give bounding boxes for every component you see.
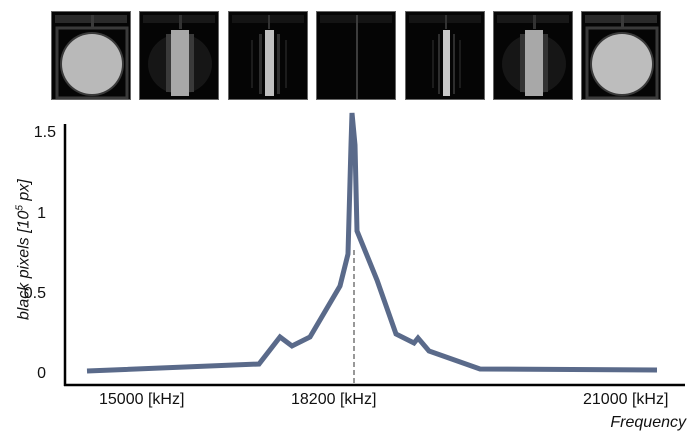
x-tick-label: 18200 [kHz]: [291, 391, 377, 408]
thumbnail-narrow-bands: [228, 11, 308, 100]
mode-thumbnails: [51, 11, 691, 101]
thumbnail-wide-band: [493, 11, 573, 100]
thumbnail-thin-line: [316, 11, 396, 100]
y-axis-label: black pixels [105 px]: [14, 179, 33, 321]
x-tick-label: 15000 [kHz]: [99, 391, 185, 408]
thumbnail-full-circle: [581, 11, 661, 100]
x-axis-label: Frequency: [610, 414, 686, 431]
y-tick-label: 1.5: [33, 124, 56, 141]
x-tick-label: 21000 [kHz]: [583, 391, 669, 408]
y-tick-label: 1: [37, 205, 46, 222]
y-tick-label: 0.5: [23, 285, 46, 302]
data-series-line: [86, 112, 658, 374]
y-tick-label: 0: [37, 365, 46, 382]
thumbnail-full-circle: [51, 11, 131, 100]
thumbnail-narrow-bands: [405, 11, 485, 100]
thumbnail-wide-band: [139, 11, 219, 100]
